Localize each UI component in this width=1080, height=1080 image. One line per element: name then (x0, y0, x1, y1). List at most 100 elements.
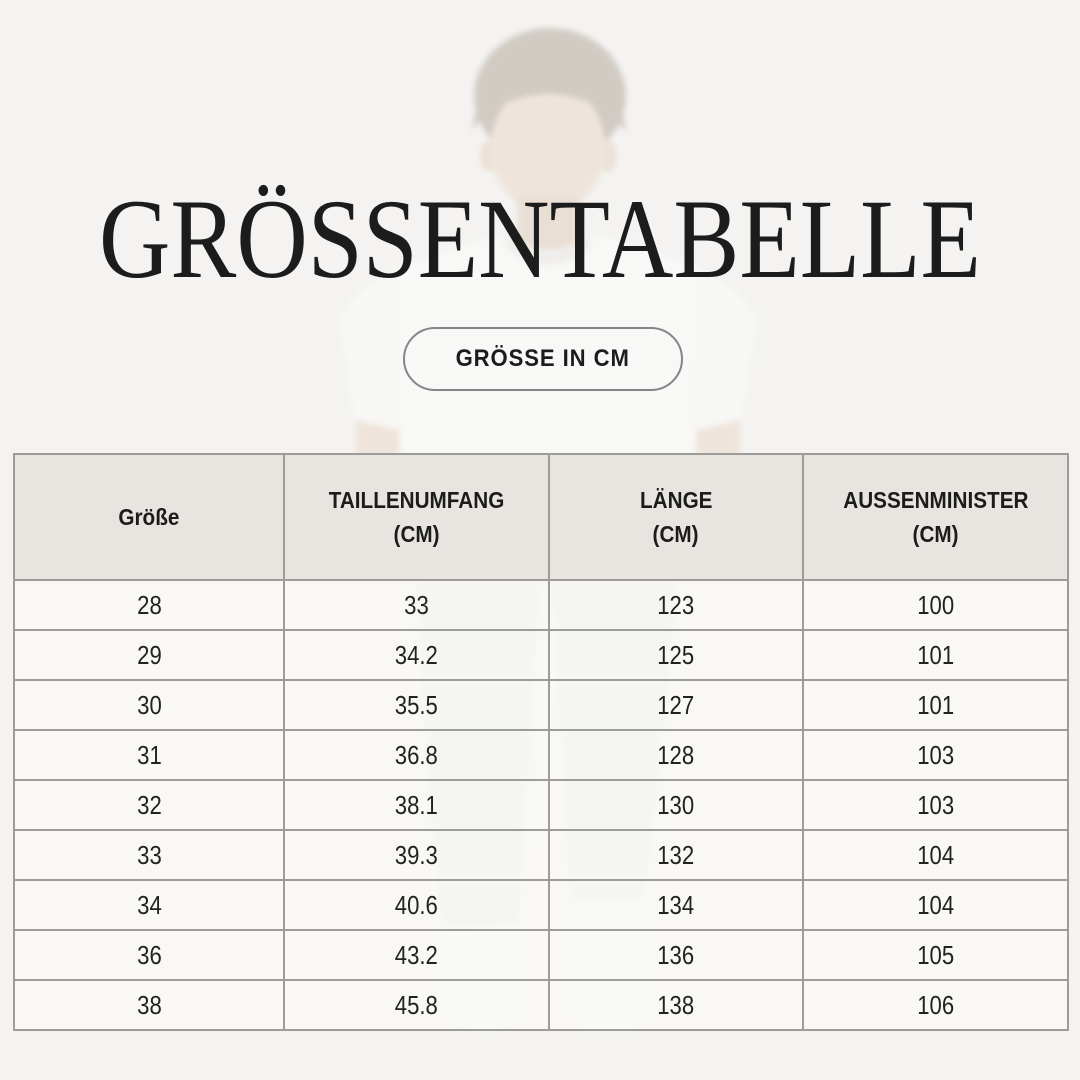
column-header-label: Größe (118, 503, 180, 530)
table-cell-value: 36 (136, 939, 162, 970)
model-shirt (398, 234, 698, 524)
table-cell: 33 (283, 579, 550, 631)
table-cell-value: 36.8 (394, 739, 439, 770)
table-cell: 39.3 (283, 829, 550, 881)
column-header-label: TAILLENUMFANG (328, 486, 505, 513)
table-cell-value: 104 (917, 839, 954, 870)
table-cell: 125 (548, 629, 804, 681)
table-cell-value: 32 (136, 789, 162, 820)
column-header: LÄNGE (CM) (548, 453, 804, 581)
table-row: 36 43.2 136 105 (13, 929, 1069, 981)
table-cell-value: 45.8 (394, 989, 439, 1020)
table-cell: 36 (13, 929, 285, 981)
table-cell-value: 33 (404, 589, 429, 620)
table-cell-value: 38.1 (394, 789, 439, 820)
table-cell: 34 (13, 879, 285, 931)
table-row: 33 39.3 132 104 (13, 829, 1069, 881)
table-cell: 38.1 (283, 779, 550, 831)
table-cell-value: 127 (657, 689, 695, 720)
table-cell: 103 (802, 779, 1069, 831)
table-cell: 45.8 (283, 979, 550, 1031)
table-cell: 106 (802, 979, 1069, 1031)
table-cell-value: 136 (657, 939, 695, 970)
table-cell-value: 28 (136, 589, 162, 620)
table-cell-value: 40.6 (394, 889, 439, 920)
column-header-unit: (CM) (393, 521, 440, 547)
size-table-head: Größe TAILLENUMFANG (CM) LÄNGE (CM) AUSSENMIN… (13, 453, 1069, 581)
table-cell: 33 (13, 829, 285, 881)
table-cell: 136 (548, 929, 804, 981)
table-cell-value: 34.2 (394, 639, 439, 670)
header-row: Größe TAILLENUMFANG (CM) LÄNGE (CM) AUSSENMIN… (13, 453, 1069, 581)
column-header-unit: (CM) (912, 521, 959, 547)
model-collar-shadow (506, 234, 590, 265)
table-cell-value: 100 (917, 589, 954, 620)
column-header-label: AUSSENMINISTER (842, 486, 1029, 513)
table-cell-value: 132 (657, 839, 695, 870)
model-fringe (472, 62, 626, 132)
table-cell-value: 123 (657, 589, 695, 620)
table-row: 30 35.5 127 101 (13, 679, 1069, 731)
table-row: 29 34.2 125 101 (13, 629, 1069, 681)
table-cell-value: 103 (917, 739, 954, 770)
table-row: 34 40.6 134 104 (13, 879, 1069, 931)
table-cell: 31 (13, 729, 285, 781)
unit-badge: GRÖSSE IN CM (403, 327, 683, 391)
size-table-body: 28 33 123 100 29 34.2 125 101 30 35.5 127 101 31 36.8… (13, 579, 1069, 1031)
table-cell: 105 (802, 929, 1069, 981)
table-cell: 123 (548, 579, 804, 631)
table-cell-value: 130 (657, 789, 695, 820)
table-cell: 29 (13, 629, 285, 681)
table-row: 32 38.1 130 103 (13, 779, 1069, 831)
table-cell-value: 30 (136, 689, 162, 720)
table-cell: 127 (548, 679, 804, 731)
table-cell: 132 (548, 829, 804, 881)
table-cell-value: 104 (917, 889, 954, 920)
table-cell: 38 (13, 979, 285, 1031)
table-cell: 101 (802, 679, 1069, 731)
table-row: 28 33 123 100 (13, 579, 1069, 631)
table-cell: 28 (13, 579, 285, 631)
model-face (491, 82, 605, 214)
table-cell: 138 (548, 979, 804, 1031)
table-cell-value: 134 (657, 889, 695, 920)
table-cell-value: 128 (657, 739, 695, 770)
column-header: TAILLENUMFANG (CM) (283, 453, 550, 581)
table-cell-value: 34 (136, 889, 162, 920)
table-cell-value: 43.2 (394, 939, 439, 970)
table-cell: 101 (802, 629, 1069, 681)
model-sleeve-left (340, 268, 402, 437)
table-cell-value: 106 (917, 989, 954, 1020)
page-title-text: GRÖSSENTABELLE (99, 177, 981, 302)
table-cell-value: 105 (917, 939, 954, 970)
table-cell: 104 (802, 879, 1069, 931)
table-cell: 130 (548, 779, 804, 831)
column-header-unit: (CM) (653, 521, 699, 547)
table-cell-value: 103 (917, 789, 954, 820)
table-cell: 104 (802, 829, 1069, 881)
model-sleeve-right (694, 268, 756, 437)
table-cell: 30 (13, 679, 285, 731)
page-title: GRÖSSENTABELLE (0, 183, 1080, 296)
column-header-label: LÄNGE (639, 486, 713, 513)
column-header: Größe (13, 453, 285, 581)
table-cell-value: 29 (136, 639, 162, 670)
table-cell: 35.5 (283, 679, 550, 731)
table-cell: 40.6 (283, 879, 550, 931)
table-row: 31 36.8 128 103 (13, 729, 1069, 781)
table-cell: 34.2 (283, 629, 550, 681)
table-cell: 36.8 (283, 729, 550, 781)
table-row: 38 45.8 138 106 (13, 979, 1069, 1031)
table-cell-value: 38 (136, 989, 162, 1020)
table-cell-value: 101 (917, 689, 954, 720)
table-cell: 103 (802, 729, 1069, 781)
table-cell-value: 33 (136, 839, 162, 870)
table-cell: 43.2 (283, 929, 550, 981)
table-cell-value: 101 (917, 639, 954, 670)
column-header: AUSSENMINISTER (CM) (802, 453, 1069, 581)
table-cell: 128 (548, 729, 804, 781)
table-cell-value: 125 (657, 639, 695, 670)
model-neck (516, 196, 580, 257)
table-cell: 32 (13, 779, 285, 831)
table-cell-value: 39.3 (394, 839, 439, 870)
